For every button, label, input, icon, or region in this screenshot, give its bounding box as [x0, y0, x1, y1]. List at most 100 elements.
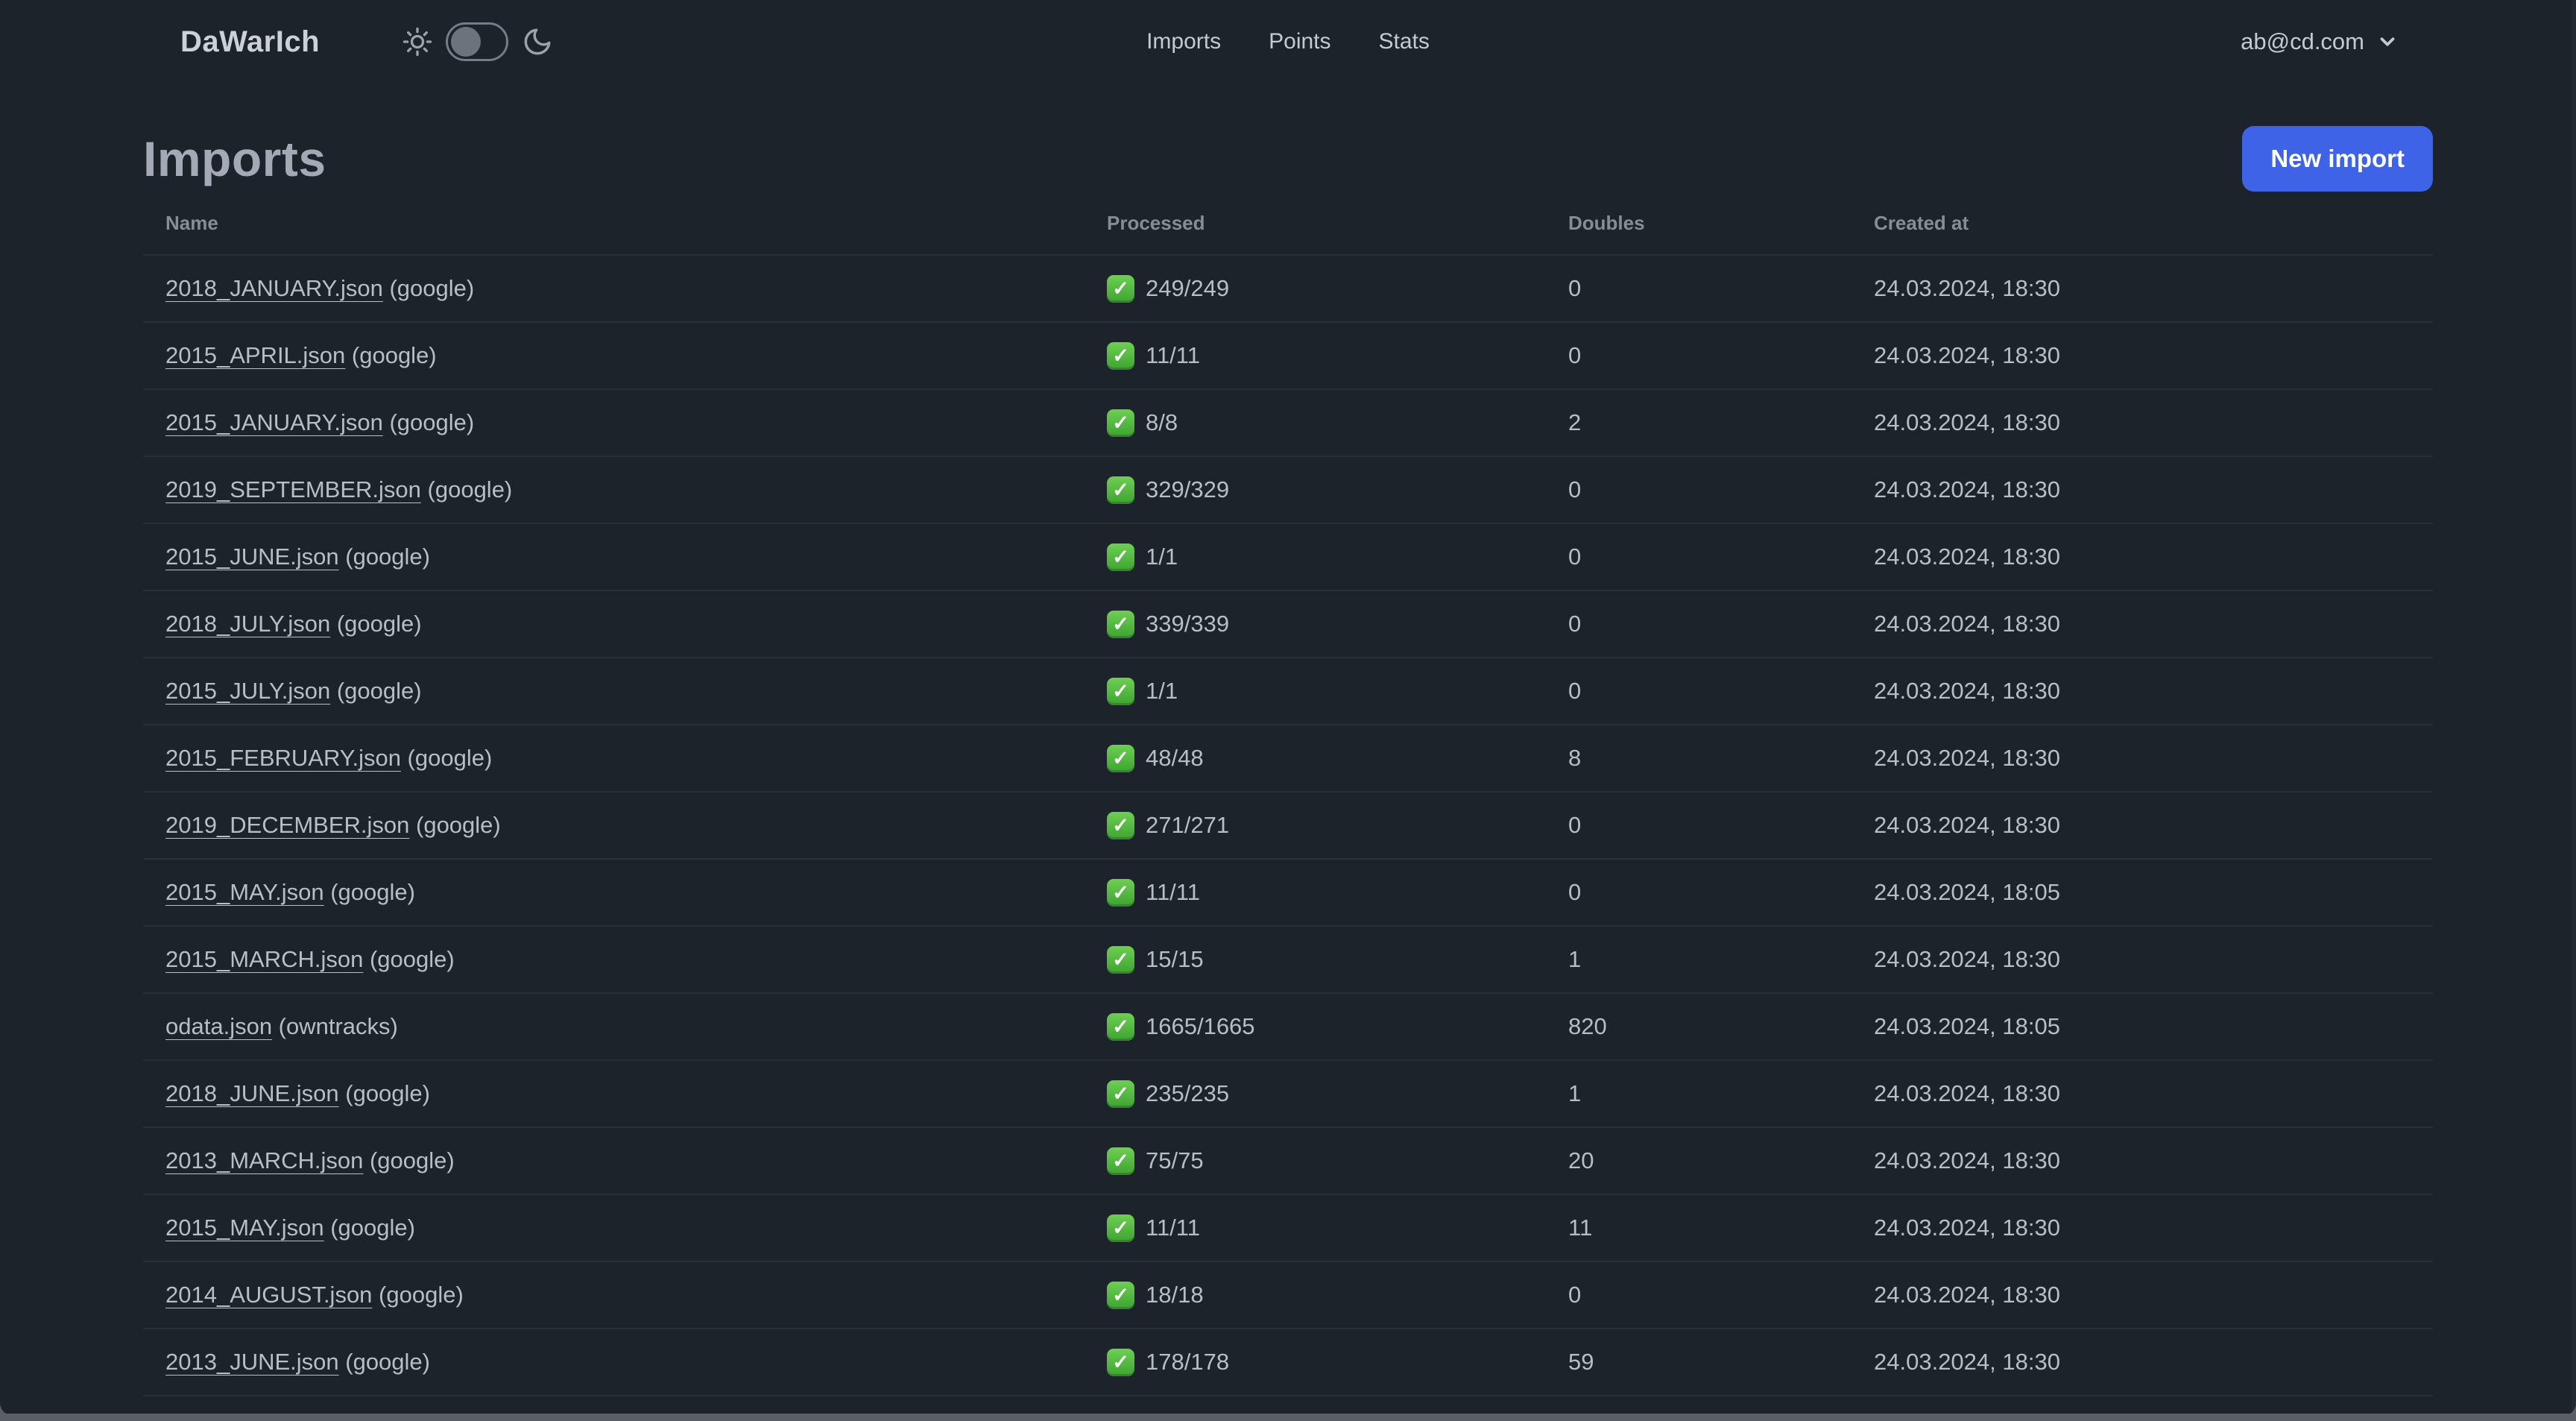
created-at-cell: 24.03.2024, 18:30 [1874, 946, 2060, 972]
processed-cell: ✓ 249/249 [1107, 274, 1568, 303]
theme-switch-knob [451, 27, 481, 57]
check-icon: ✓ [1107, 744, 1134, 772]
chevron-down-icon [2380, 37, 2395, 46]
import-file-link[interactable]: 2015_JUNE.json [165, 543, 339, 570]
table-row: 2018_JULY.json (google) ✓ 339/339 0 24.03.20… [143, 591, 2433, 658]
table-row: 2013_JUNE.json (google) ✓ 178/178 59 24.03.2… [143, 1329, 2433, 1396]
theme-switch[interactable] [446, 22, 508, 61]
processed-cell: ✓ 1/1 [1107, 677, 1568, 705]
table-row: 2013_MARCH.json (google) ✓ 75/75 20 24.03.20… [143, 1128, 2433, 1195]
column-header-created-at: Created at [1874, 212, 1969, 234]
import-name-cell: 2015_JUNE.json (google) [143, 543, 1107, 570]
import-file-link[interactable]: 2014_AUGUST.json [165, 1282, 373, 1308]
import-file-link[interactable]: 2015_JULY.json [165, 678, 331, 704]
check-icon: ✓ [1107, 1080, 1134, 1108]
nav-link-stats[interactable]: Stats [1378, 29, 1430, 54]
import-file-link[interactable]: 2015_MARCH.json [165, 946, 364, 972]
processed-count: 48/48 [1146, 745, 1204, 771]
check-icon: ✓ [1107, 409, 1134, 437]
processed-cell: ✓ 48/48 [1107, 744, 1568, 772]
import-source-label: (google) [400, 745, 493, 771]
doubles-cell: 8 [1568, 745, 1582, 771]
processed-count: 329/329 [1146, 476, 1230, 502]
import-name-cell: 2018_JANUARY.json (google) [143, 275, 1107, 302]
import-file-link[interactable]: 2015_MAY.json [165, 1214, 324, 1241]
import-file-link[interactable]: 2013_MARCH.json [165, 1147, 364, 1173]
processed-cell: ✓ 11/11 [1107, 341, 1568, 370]
doubles-cell: 2 [1568, 409, 1582, 435]
import-name-cell: 2019_DECEMBER.json (google) [143, 812, 1107, 839]
processed-count: 1/1 [1146, 678, 1178, 704]
table-body: 2018_JANUARY.json (google) ✓ 249/249 0 24.03… [143, 256, 2433, 1415]
created-at-cell: 24.03.2024, 18:30 [1874, 1080, 2060, 1106]
table-row: 2018_JUNE.json (google) ✓ 235/235 1 24.03.20… [143, 1061, 2433, 1128]
import-source-label: (google) [338, 543, 430, 570]
doubles-cell: 0 [1568, 1282, 1582, 1308]
processed-cell: ✓ 11/11 [1107, 878, 1568, 907]
processed-cell: ✓ 235/235 [1107, 1080, 1568, 1108]
import-source-label: (google) [323, 879, 415, 905]
import-source-label: (google) [372, 1282, 464, 1308]
doubles-cell: 0 [1568, 342, 1582, 368]
table-row: 2015_JUNE.json (google) ✓ 1/1 0 24.03.2024, … [143, 524, 2433, 591]
created-at-cell: 24.03.2024, 18:30 [1874, 342, 2060, 368]
app-logo[interactable]: DaWarIch [180, 25, 321, 58]
doubles-cell: 0 [1568, 476, 1582, 502]
account-menu[interactable]: ab@cd.com [2241, 0, 2399, 84]
import-name-cell: odata.json (owntracks) [143, 1013, 1107, 1040]
column-header-doubles: Doubles [1568, 212, 1645, 234]
processed-count: 178/178 [1146, 1349, 1230, 1375]
import-source-label: (google) [338, 1080, 430, 1106]
import-source-label: (owntracks) [272, 1013, 398, 1039]
processed-cell: ✓ 1/1 [1107, 543, 1568, 571]
import-file-link[interactable]: odata.json [165, 1013, 273, 1039]
processed-cell: ✓ 271/271 [1107, 811, 1568, 839]
created-at-cell: 24.03.2024, 18:30 [1874, 275, 2060, 301]
moon-icon [524, 28, 551, 55]
check-icon: ✓ [1107, 341, 1134, 370]
import-file-link[interactable]: 2018_JUNE.json [165, 1080, 339, 1106]
nav-link-points[interactable]: Points [1269, 29, 1331, 54]
table-row: 2019_DECEMBER.json (google) ✓ 271/271 0 24.0… [143, 793, 2433, 860]
check-icon: ✓ [1107, 1281, 1134, 1309]
import-name-cell: 2015_MAY.json (google) [143, 1214, 1107, 1241]
new-import-button[interactable]: New import [2242, 126, 2433, 192]
import-file-link[interactable]: 2015_FEBRUARY.json [165, 745, 401, 771]
check-icon: ✓ [1107, 1214, 1134, 1242]
check-icon: ✓ [1107, 1147, 1134, 1175]
import-source-label: (google) [323, 1214, 415, 1241]
page-header: Imports New import [143, 125, 2433, 192]
column-header-name: Name [165, 212, 218, 234]
import-file-link[interactable]: 2015_JANUARY.json [165, 409, 383, 435]
import-name-cell: 2013_JUNE.json (google) [143, 1349, 1107, 1376]
import-name-cell: 2015_MARCH.json (google) [143, 946, 1107, 973]
import-name-cell: 2018_JUNE.json (google) [143, 1080, 1107, 1107]
scrollbar-track[interactable] [2572, 0, 2576, 1415]
import-file-link[interactable]: 2015_MAY.json [165, 879, 324, 905]
processed-cell: ✓ 1665/1665 [1107, 1012, 1568, 1041]
check-icon: ✓ [1107, 878, 1134, 907]
column-header-processed: Processed [1107, 212, 1205, 234]
import-file-link[interactable]: 2013_JUNE.json [165, 1349, 339, 1375]
import-file-link[interactable]: 2018_JULY.json [165, 611, 331, 637]
nav-link-imports[interactable]: Imports [1146, 29, 1222, 54]
doubles-cell: 0 [1568, 275, 1582, 301]
check-icon: ✓ [1107, 476, 1134, 504]
doubles-cell: 0 [1568, 812, 1582, 838]
table-row: 2015_APRIL.json (google) ✓ 11/11 0 24.03.202… [143, 323, 2433, 390]
import-file-link[interactable]: 2015_APRIL.json [165, 342, 346, 368]
import-source-label: (google) [382, 409, 475, 435]
table-row: 2019_SEPTEMBER.json (google) ✓ 329/329 0 24.… [143, 457, 2433, 524]
check-icon: ✓ [1107, 945, 1134, 974]
table-header-row: Name Processed Doubles Created at [143, 192, 2433, 256]
table-row: 2015_MARCH.json (google) ✓ 15/15 1 24.03.202… [143, 927, 2433, 994]
import-file-link[interactable]: 2019_SEPTEMBER.json [165, 476, 421, 502]
created-at-cell: 24.03.2024, 18:30 [1874, 1147, 2060, 1173]
doubles-cell: 0 [1568, 678, 1582, 704]
import-source-label: (google) [330, 611, 422, 637]
import-file-link[interactable]: 2019_DECEMBER.json [165, 812, 410, 838]
imports-table: Name Processed Doubles Created at 2018_JANU… [143, 192, 2433, 1415]
import-source-label: (google) [363, 946, 455, 972]
processed-cell: ✓ 11/11 [1107, 1214, 1568, 1242]
import-file-link[interactable]: 2018_JANUARY.json [165, 275, 383, 301]
